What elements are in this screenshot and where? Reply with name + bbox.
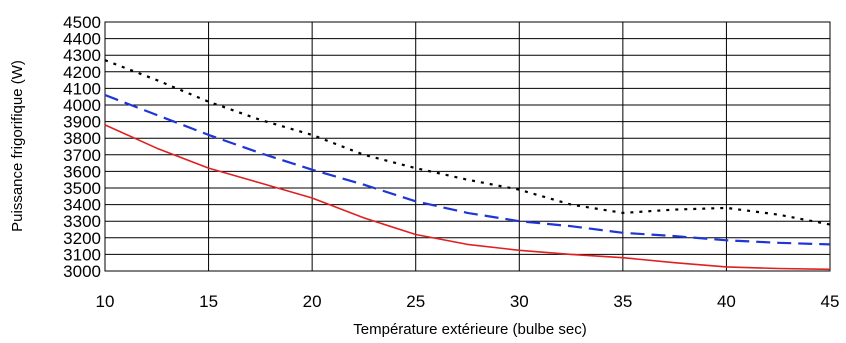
grid <box>104 21 831 272</box>
y-tick-label: 3500 <box>63 179 101 198</box>
x-tick-label: 25 <box>406 292 425 311</box>
x-tick-label: 15 <box>199 292 218 311</box>
y-tick-label: 3100 <box>63 245 101 264</box>
y-tick-label: 4300 <box>63 46 101 65</box>
y-tick-label: 3300 <box>63 212 101 231</box>
series-layer <box>104 59 831 271</box>
x-tick-label: 20 <box>303 292 322 311</box>
x-tick-labels: 10 15 20 25 30 35 40 45 <box>96 292 840 311</box>
x-tick-label: 40 <box>717 292 736 311</box>
y-tick-label: 4400 <box>63 30 101 49</box>
y-tick-labels: 3000310032003300340035003600370038003900… <box>63 13 101 281</box>
y-tick-label: 3400 <box>63 196 101 215</box>
y-tick-label: 3800 <box>63 129 101 148</box>
plot-area-border <box>104 21 831 272</box>
y-tick-label: 3200 <box>63 229 101 248</box>
x-tick-label: 35 <box>613 292 632 311</box>
y-tick-label: 3900 <box>63 113 101 132</box>
x-tick-label: 30 <box>510 292 529 311</box>
x-tick-label: 10 <box>96 292 115 311</box>
series-line-dotted <box>104 59 831 226</box>
y-tick-label: 3000 <box>63 262 101 281</box>
y-tick-label: 4200 <box>63 63 101 82</box>
y-tick-label: 4500 <box>63 13 101 32</box>
x-axis-title: Température extérieure (bulbe sec) <box>353 321 586 338</box>
y-tick-label: 4100 <box>63 79 101 98</box>
y-tick-label: 3700 <box>63 146 101 165</box>
y-axis-title: Puissance frigorifique (W) <box>9 60 26 232</box>
y-tick-label: 4000 <box>63 96 101 115</box>
series-line-dashed <box>104 93 831 246</box>
x-tick-label: 45 <box>821 292 840 311</box>
y-tick-label: 3600 <box>63 162 101 181</box>
series-line-solid <box>104 124 831 271</box>
